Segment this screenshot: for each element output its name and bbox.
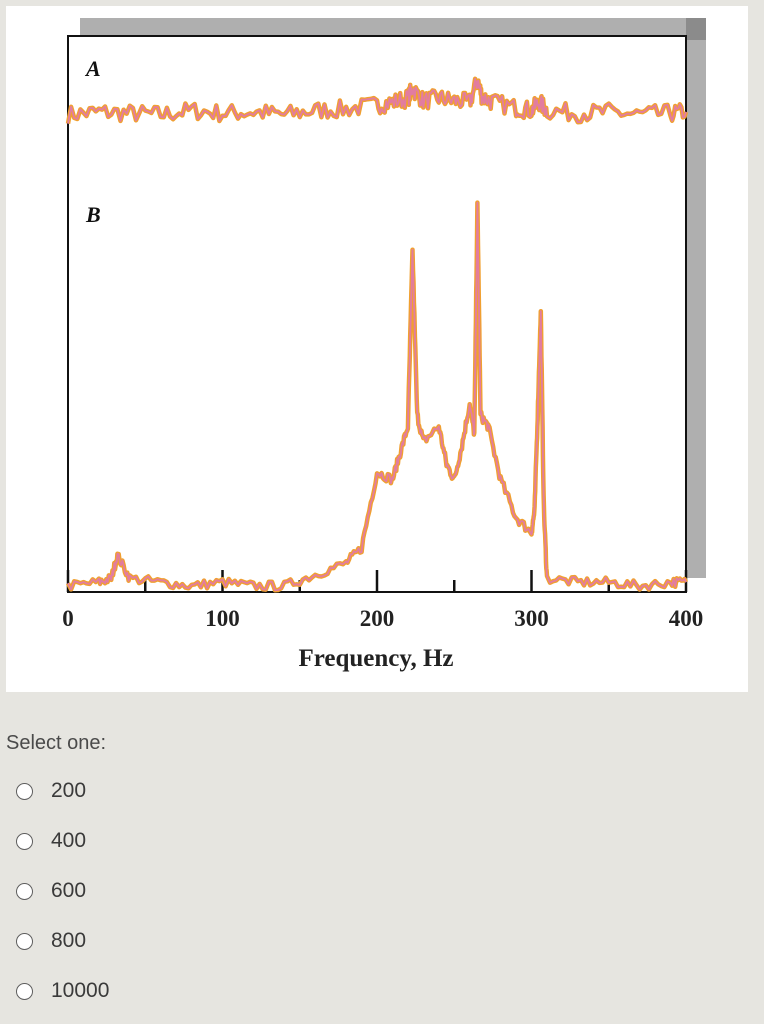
trace-a xyxy=(67,77,687,124)
frame-shadow-right xyxy=(686,18,706,578)
panel-a-label: A xyxy=(84,56,101,81)
answer-option-label: 600 xyxy=(51,879,87,902)
radio-button-icon[interactable] xyxy=(16,982,33,1000)
answer-option-label: 800 xyxy=(51,929,87,952)
panel-b-label: B xyxy=(85,202,101,227)
x-tick-label: 0 xyxy=(62,606,74,631)
radio-button-icon[interactable] xyxy=(16,932,33,950)
answer-option-label: 400 xyxy=(51,829,87,852)
plot-frame xyxy=(67,35,687,593)
answer-option-label: 10000 xyxy=(51,979,110,1002)
spectrum-figure: A B 0 100 200 300 400 Frequency, Hz xyxy=(6,6,748,692)
answer-option-label: 200 xyxy=(51,779,87,802)
x-tick-label: 100 xyxy=(205,606,240,631)
x-tick-label: 400 xyxy=(669,606,704,631)
select-one-prompt: Select one: xyxy=(6,732,107,754)
spectrum-chart: A B 0 100 200 300 400 Frequency, Hz xyxy=(62,18,706,672)
frame-shadow-top xyxy=(80,18,706,40)
x-axis-tick-labels: 0 100 200 300 400 xyxy=(62,606,703,631)
answer-option-200[interactable]: 200 xyxy=(6,766,746,816)
answer-option-600[interactable]: 600 xyxy=(6,866,746,916)
spectrum-traces xyxy=(65,76,689,593)
radio-button-icon[interactable] xyxy=(16,832,33,850)
answer-option-10000[interactable]: 10000 xyxy=(6,966,746,1016)
x-tick-label: 300 xyxy=(514,606,549,631)
x-tick-label: 200 xyxy=(360,606,395,631)
trace-b xyxy=(67,201,687,592)
radio-button-icon[interactable] xyxy=(16,782,33,800)
answer-option-800[interactable]: 800 xyxy=(6,916,746,966)
answer-options: 200 400 600 800 10000 xyxy=(6,766,746,1016)
answer-option-400[interactable]: 400 xyxy=(6,816,746,866)
answer-section: Select one: 200 400 600 800 10000 xyxy=(6,730,746,1016)
radio-button-icon[interactable] xyxy=(16,882,33,900)
x-axis-label: Frequency, Hz xyxy=(298,645,453,672)
